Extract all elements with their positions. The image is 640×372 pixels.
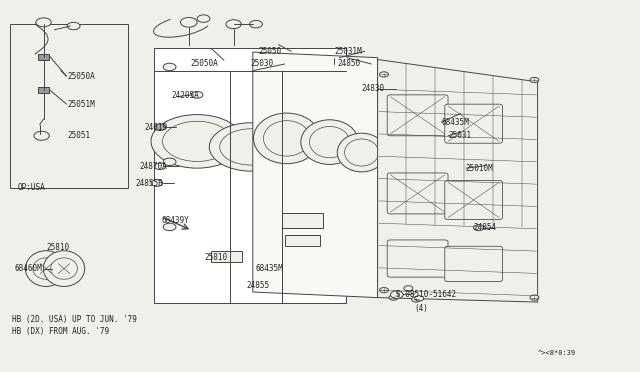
- FancyBboxPatch shape: [387, 95, 448, 136]
- Circle shape: [530, 295, 539, 300]
- Text: OP:USA: OP:USA: [18, 183, 45, 192]
- FancyBboxPatch shape: [445, 180, 502, 219]
- Circle shape: [67, 22, 80, 30]
- Bar: [278, 216, 294, 225]
- Bar: [301, 216, 317, 225]
- Text: S 08510-51642: S 08510-51642: [396, 290, 456, 299]
- Circle shape: [151, 180, 163, 186]
- Text: 25050A: 25050A: [191, 59, 218, 68]
- Circle shape: [191, 92, 203, 98]
- Ellipse shape: [26, 251, 67, 286]
- Bar: [211, 251, 242, 262]
- Text: 25051M: 25051M: [67, 100, 95, 109]
- Text: HB (DX) FROM AUG. '79: HB (DX) FROM AUG. '79: [12, 327, 109, 336]
- Ellipse shape: [344, 139, 379, 166]
- Text: 68460M: 68460M: [14, 264, 42, 273]
- Circle shape: [530, 77, 539, 83]
- Polygon shape: [154, 48, 346, 303]
- Circle shape: [273, 132, 326, 162]
- Circle shape: [380, 288, 388, 293]
- FancyBboxPatch shape: [387, 173, 448, 214]
- Circle shape: [163, 158, 176, 166]
- Circle shape: [163, 121, 232, 161]
- Text: 25031: 25031: [448, 131, 471, 140]
- Circle shape: [390, 291, 403, 298]
- Text: 24855B: 24855B: [136, 179, 163, 187]
- Circle shape: [163, 223, 176, 231]
- Circle shape: [474, 225, 484, 231]
- Bar: [282, 213, 323, 228]
- Ellipse shape: [253, 113, 320, 164]
- Text: 24830: 24830: [362, 84, 385, 93]
- Ellipse shape: [33, 258, 60, 279]
- Text: 24205A: 24205A: [172, 92, 199, 100]
- Text: 68439Y: 68439Y: [161, 216, 189, 225]
- Circle shape: [250, 20, 262, 28]
- Text: 25050A: 25050A: [67, 72, 95, 81]
- Polygon shape: [253, 52, 378, 298]
- Text: (4): (4): [415, 304, 429, 312]
- Text: 24870A: 24870A: [140, 162, 167, 171]
- Bar: [285, 235, 320, 246]
- FancyBboxPatch shape: [445, 246, 502, 282]
- Text: 25030: 25030: [251, 60, 274, 68]
- Text: 25010M: 25010M: [466, 164, 493, 173]
- Bar: [38, 54, 49, 60]
- Circle shape: [36, 18, 51, 27]
- Ellipse shape: [44, 251, 84, 286]
- Circle shape: [180, 17, 197, 27]
- Text: S: S: [395, 292, 399, 297]
- Circle shape: [154, 124, 166, 131]
- Text: ^><8*0:39: ^><8*0:39: [538, 350, 576, 356]
- Ellipse shape: [337, 133, 386, 172]
- Text: HB (2D. USA) UP TO JUN. '79: HB (2D. USA) UP TO JUN. '79: [12, 315, 136, 324]
- Circle shape: [151, 115, 243, 168]
- Circle shape: [163, 63, 176, 71]
- Circle shape: [154, 163, 166, 170]
- Circle shape: [209, 123, 292, 171]
- Circle shape: [226, 20, 241, 29]
- Text: 24855: 24855: [246, 281, 269, 290]
- Text: 68435M: 68435M: [442, 118, 469, 126]
- Text: 25031M: 25031M: [334, 47, 362, 56]
- Text: 25810: 25810: [46, 243, 69, 252]
- Bar: [38, 87, 49, 93]
- Text: 25050: 25050: [259, 47, 282, 56]
- Circle shape: [380, 72, 388, 77]
- Text: 24819: 24819: [145, 123, 168, 132]
- FancyBboxPatch shape: [387, 240, 448, 277]
- Circle shape: [220, 129, 282, 165]
- Circle shape: [415, 296, 424, 301]
- Circle shape: [320, 223, 333, 231]
- Ellipse shape: [310, 126, 350, 158]
- Ellipse shape: [51, 258, 77, 279]
- Text: 24850: 24850: [338, 60, 361, 68]
- Circle shape: [412, 297, 420, 302]
- Text: 25810: 25810: [205, 253, 228, 262]
- Circle shape: [389, 295, 398, 300]
- FancyBboxPatch shape: [445, 104, 502, 143]
- Ellipse shape: [301, 120, 358, 164]
- Bar: [10, 24, 128, 188]
- Polygon shape: [378, 60, 538, 302]
- Bar: [276, 185, 324, 203]
- Circle shape: [320, 63, 333, 71]
- Ellipse shape: [264, 121, 310, 156]
- Text: 25051: 25051: [67, 131, 90, 140]
- Circle shape: [264, 126, 335, 167]
- Circle shape: [404, 286, 413, 291]
- Text: 68435M: 68435M: [256, 264, 284, 273]
- Circle shape: [34, 131, 49, 140]
- Text: 24854: 24854: [474, 223, 497, 232]
- Circle shape: [197, 15, 210, 22]
